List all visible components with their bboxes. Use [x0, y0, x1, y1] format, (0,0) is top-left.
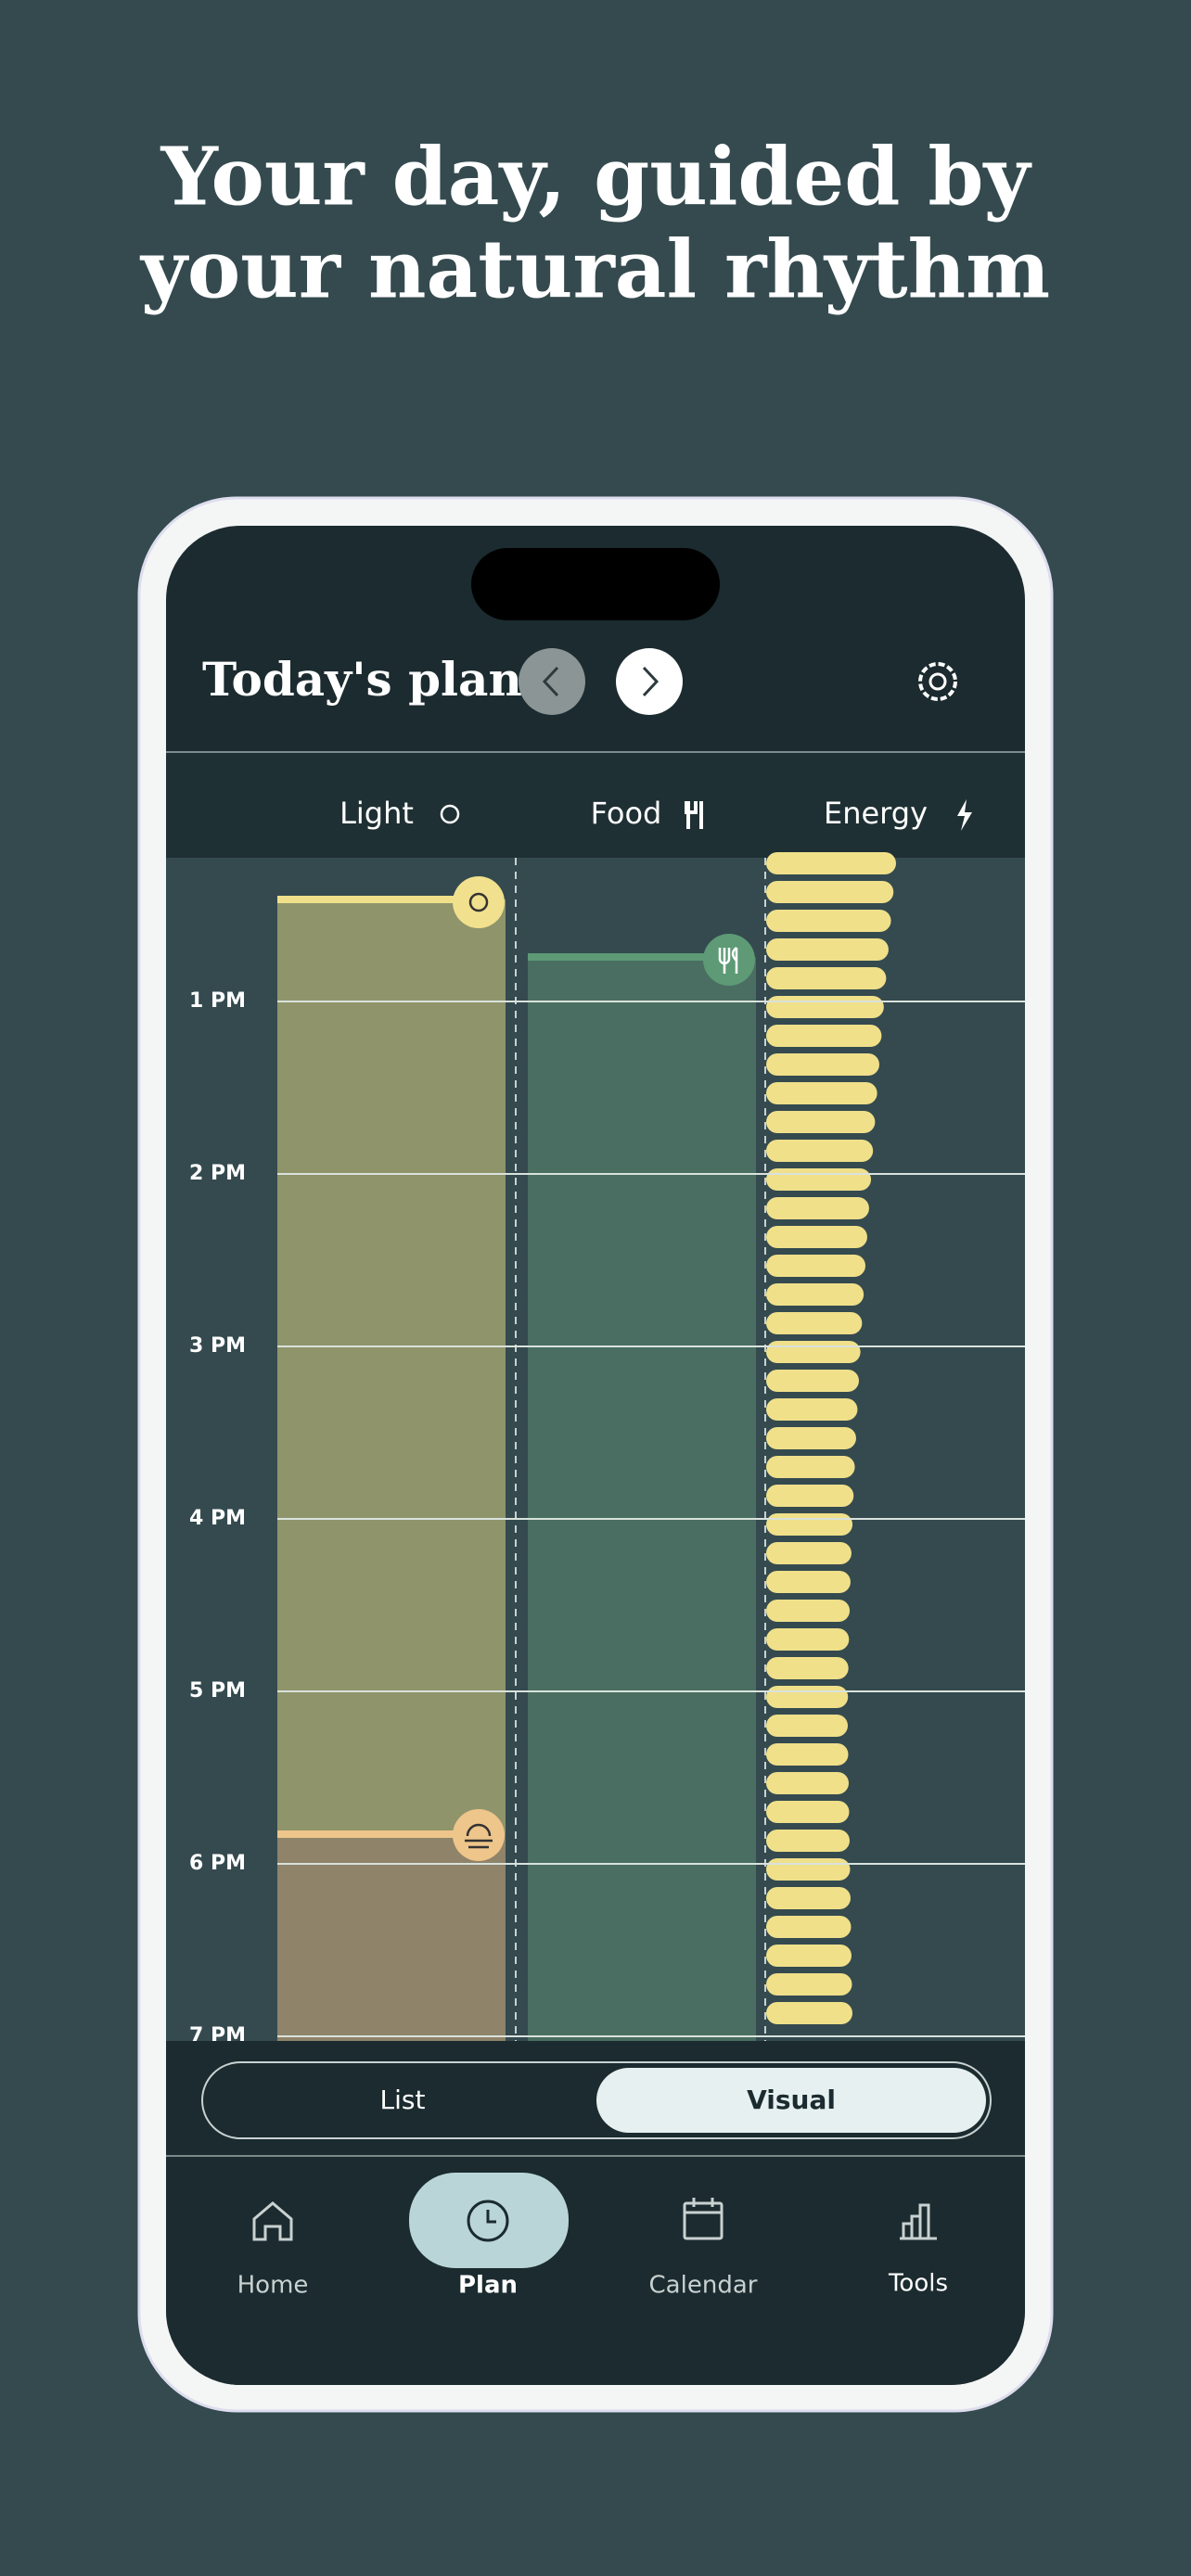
energy-bar	[766, 1686, 849, 1708]
phone-screen: 1 PM2 PM3 PM4 PM5 PM6 PM7 PM Today's pla…	[166, 526, 1025, 2385]
prev-arrow	[542, 666, 559, 697]
light-block	[277, 899, 506, 1834]
column-label: Energy	[824, 796, 928, 831]
toggle-option[interactable]: List	[380, 2085, 426, 2115]
energy-bar	[766, 1887, 851, 1909]
energy-bar	[766, 1456, 855, 1478]
nav-label[interactable]: Tools	[888, 2270, 948, 2298]
energy-bar	[766, 1370, 860, 1392]
energy-bar	[766, 1513, 853, 1536]
food-block	[528, 957, 756, 2041]
light-icon	[440, 804, 460, 824]
timeline: 1 PM2 PM3 PM4 PM5 PM6 PM7 PM	[189, 852, 1025, 2047]
energy-bar	[766, 1542, 852, 1564]
energy-bar	[766, 1628, 850, 1651]
energy-bar	[766, 967, 887, 989]
sunset-icon	[453, 1809, 505, 1861]
energy-bar	[766, 1973, 852, 1996]
toggle-option[interactable]: Visual	[747, 2085, 836, 2115]
hour-label: 5 PM	[189, 1679, 246, 1702]
column-label: Light	[339, 796, 414, 831]
energy-bar	[766, 852, 896, 874]
energy-bar	[766, 1830, 850, 1852]
screen-title: Today's plan	[202, 652, 522, 707]
energy-bar	[766, 1743, 849, 1766]
hour-label: 2 PM	[189, 1162, 246, 1185]
dynamic-island	[471, 548, 720, 620]
sun-icon	[453, 876, 505, 928]
energy-bar	[766, 1283, 864, 1306]
energy-bar	[766, 1600, 851, 1622]
sunrise-line	[277, 896, 478, 903]
toggle-selected	[596, 2068, 986, 2133]
plan-hands	[486, 2210, 496, 2224]
energy-bar	[766, 1485, 854, 1507]
prev-button[interactable]	[519, 648, 585, 715]
hour-label: 4 PM	[189, 1507, 246, 1530]
sunset-line	[277, 1830, 478, 1838]
column-label: Food	[591, 796, 662, 831]
energy-bar	[766, 1341, 861, 1363]
sunset-glyph	[465, 1823, 493, 1849]
next-button[interactable]	[616, 648, 683, 715]
energy-bar	[766, 1801, 850, 1823]
calendar-detail	[685, 2198, 722, 2214]
column-header-bg	[166, 752, 1025, 858]
energy-bar	[766, 1082, 877, 1104]
energy-bar	[766, 1571, 851, 1593]
tools-icon	[900, 2203, 937, 2240]
energy-bar	[766, 1772, 849, 1794]
energy-bar	[766, 1140, 874, 1162]
hour-label: 3 PM	[189, 1334, 246, 1358]
energy-bar	[766, 938, 889, 961]
gear	[918, 662, 957, 701]
energy-bar	[766, 910, 891, 932]
energy-bar	[766, 1053, 879, 1076]
energy-bar	[766, 996, 884, 1018]
energy-icon	[957, 799, 972, 831]
calendar-icon	[683, 2201, 724, 2240]
food-line	[528, 953, 728, 961]
energy-bar	[766, 1945, 852, 1967]
energy-bar	[766, 1197, 869, 1219]
dusk-block	[277, 1834, 506, 2041]
nav-label[interactable]: Plan	[458, 2272, 518, 2300]
headline: Your day, guided by	[160, 131, 1033, 224]
hour-label: 6 PM	[189, 1852, 246, 1875]
energy-bar	[766, 1226, 867, 1248]
nav-label[interactable]: Home	[237, 2272, 309, 2300]
home-icon	[252, 2201, 293, 2241]
energy-bar	[766, 1427, 856, 1449]
food-header-icon	[685, 801, 703, 829]
energy-bar	[766, 1255, 866, 1277]
energy-bar	[766, 2002, 852, 2024]
next-arrow	[642, 666, 660, 697]
energy-bar	[766, 1657, 849, 1679]
energy-bar	[766, 1312, 863, 1334]
energy-bar	[766, 1916, 852, 1938]
energy-bar	[766, 1715, 848, 1737]
energy-bar	[766, 1025, 882, 1047]
headline: your natural rhythm	[139, 223, 1050, 317]
nav-label[interactable]: Calendar	[649, 2272, 758, 2300]
view-toggle	[201, 2061, 992, 2139]
energy-bar	[766, 1111, 876, 1133]
plan-icon	[467, 2200, 509, 2242]
energy-bar	[766, 881, 894, 903]
gear-hub	[928, 672, 947, 691]
hour-label: 1 PM	[189, 989, 246, 1013]
energy-bar	[766, 1398, 858, 1421]
energy-bar	[766, 1858, 851, 1881]
sun-glyph	[468, 892, 489, 912]
energy-bar	[766, 1168, 872, 1191]
settings-button[interactable]	[918, 662, 957, 701]
food-glyph	[718, 947, 738, 974]
